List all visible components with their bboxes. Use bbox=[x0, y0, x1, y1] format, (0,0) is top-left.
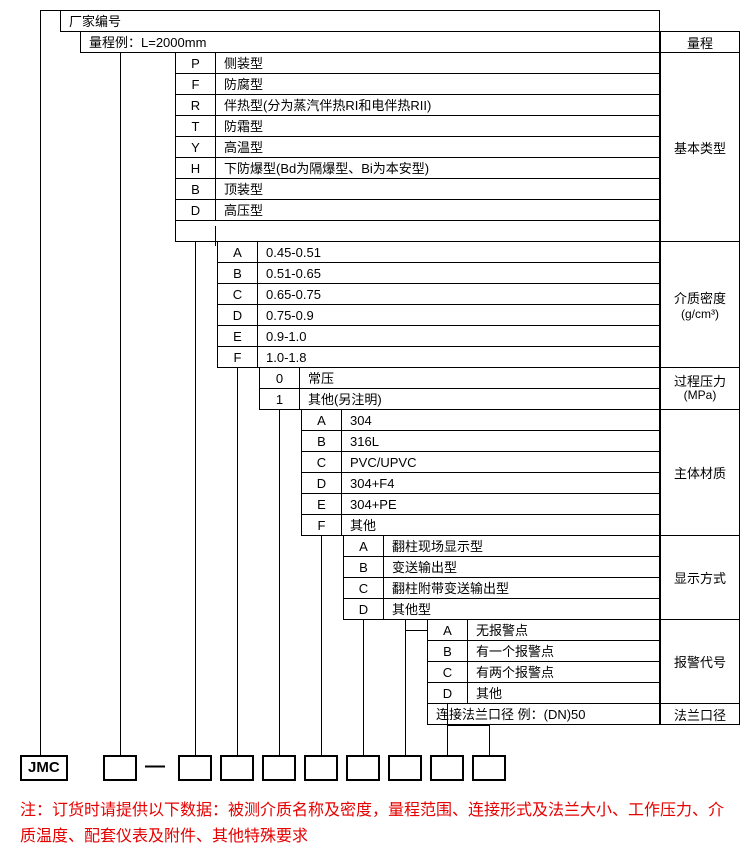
density-row: F1.0-1.8 bbox=[217, 346, 660, 368]
basic-row-blank bbox=[175, 220, 660, 242]
display-row: B变送输出型 bbox=[343, 556, 660, 578]
density-row: B0.51-0.65 bbox=[217, 262, 660, 284]
alarm-row: D其他 bbox=[427, 682, 660, 704]
label-material: 主体材质 bbox=[660, 409, 740, 536]
label-alarm: 报警代号 bbox=[660, 619, 740, 704]
label-density: 介质密度 (g/cm³) bbox=[660, 241, 740, 368]
header-manufacturer: 厂家编号 bbox=[60, 10, 660, 32]
basic-row: P侧装型 bbox=[175, 52, 660, 74]
code-box-flange bbox=[472, 755, 506, 781]
vline-basic bbox=[195, 242, 196, 755]
code-box-display bbox=[346, 755, 380, 781]
pressure-row: 0常压 bbox=[259, 367, 660, 389]
label-flange: 法兰口径 bbox=[660, 703, 740, 725]
vline-material bbox=[321, 536, 322, 755]
header1-text: 厂家编号 bbox=[69, 14, 121, 29]
display-row: A翻柱现场显示型 bbox=[343, 535, 660, 557]
material-row: B316L bbox=[301, 430, 660, 452]
vline-pressure bbox=[279, 410, 280, 755]
alarm-row: B有一个报警点 bbox=[427, 640, 660, 662]
basic-row: Y高温型 bbox=[175, 136, 660, 158]
vline-range bbox=[120, 52, 121, 755]
alarm-row: A无报警点 bbox=[427, 619, 660, 641]
density-row: D0.75-0.9 bbox=[217, 304, 660, 326]
label-range: 量程 bbox=[660, 31, 740, 53]
header2-text: 量程例：L=2000mm bbox=[89, 35, 206, 50]
alarm-row: C有两个报警点 bbox=[427, 661, 660, 683]
code-box-extra bbox=[388, 755, 422, 781]
flange-row: 连接法兰口径 例：(DN)50 bbox=[427, 703, 660, 725]
label-pressure: 过程压力 (MPa) bbox=[660, 367, 740, 410]
density-row: E0.9-1.0 bbox=[217, 325, 660, 347]
vline-jmc bbox=[40, 10, 41, 768]
display-row: C翻柱附带变送输出型 bbox=[343, 577, 660, 599]
pressure-row: 1其他(另注明) bbox=[259, 388, 660, 410]
ordering-note: 注：订货时请提供以下数据：被测介质名称及密度，量程范围、连接形式及法兰大小、工作… bbox=[20, 798, 730, 849]
basic-row: R伴热型(分为蒸汽伴热RI和电伴热RII) bbox=[175, 94, 660, 116]
code-box-material bbox=[304, 755, 338, 781]
code-box-pressure bbox=[262, 755, 296, 781]
material-row: CPVC/UPVC bbox=[301, 451, 660, 473]
basic-row: H下防爆型(Bd为隔爆型、Bi为本安型) bbox=[175, 157, 660, 179]
material-row: D304+F4 bbox=[301, 472, 660, 494]
code-box-density bbox=[220, 755, 254, 781]
basic-row: D高压型 bbox=[175, 199, 660, 221]
display-row: D其他型 bbox=[343, 598, 660, 620]
material-row: F其他 bbox=[301, 514, 660, 536]
vline-flange bbox=[489, 725, 490, 755]
hline-alarm-branch bbox=[405, 630, 427, 631]
dash: — bbox=[145, 755, 165, 778]
vline-alarm-branch bbox=[405, 620, 406, 755]
code-box-alarm bbox=[430, 755, 464, 781]
label-display: 显示方式 bbox=[660, 535, 740, 620]
material-row: E304+PE bbox=[301, 493, 660, 515]
basic-row: T防霜型 bbox=[175, 115, 660, 137]
code-box-range bbox=[103, 755, 137, 781]
hline-jmc bbox=[40, 10, 60, 11]
label-basic-type: 基本类型 bbox=[660, 52, 740, 242]
density-row: C0.65-0.75 bbox=[217, 283, 660, 305]
material-row: A304 bbox=[301, 409, 660, 431]
basic-row: F防腐型 bbox=[175, 73, 660, 95]
density-row: A0.45-0.51 bbox=[217, 241, 660, 263]
vline-alarm bbox=[447, 704, 448, 755]
code-box-basic bbox=[178, 755, 212, 781]
hline-range bbox=[80, 52, 120, 53]
hline-flange-branch bbox=[447, 725, 489, 726]
basic-row: B顶装型 bbox=[175, 178, 660, 200]
ordering-code-diagram: 厂家编号 量程例：L=2000mm 量程 P侧装型 F防腐型 R伴热型(分为蒸汽… bbox=[20, 10, 740, 790]
jmc-box: JMC bbox=[20, 755, 68, 781]
header-range-example: 量程例：L=2000mm bbox=[80, 31, 660, 53]
vline-display bbox=[363, 620, 364, 755]
vline-density bbox=[237, 368, 238, 755]
